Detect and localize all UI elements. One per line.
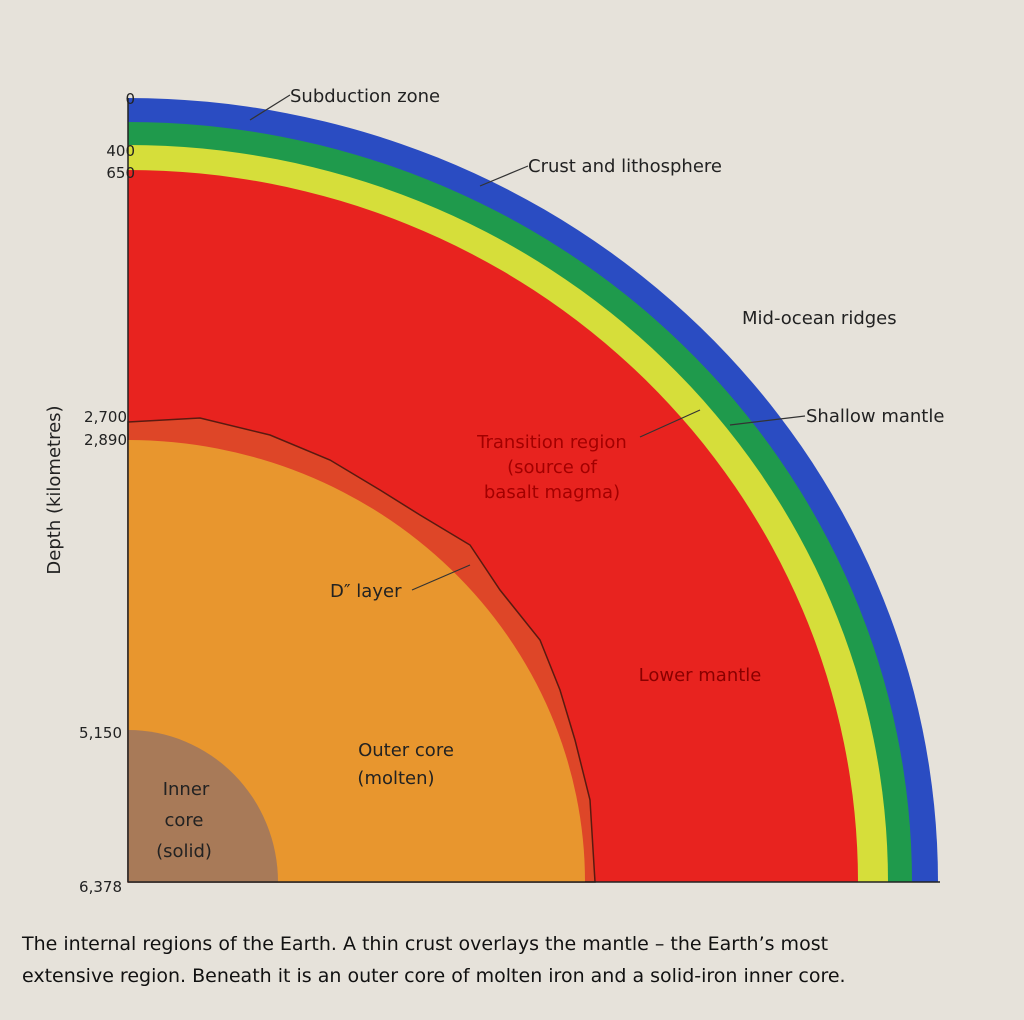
leader-line [639,409,701,438]
region-label: Crust and lithosphere [528,156,722,177]
region-label: (solid) [156,841,212,862]
region-label: core [165,810,204,831]
depth-tick: 6,378 [79,878,122,896]
region-label: Lower mantle [639,665,762,686]
leader-line [729,415,806,426]
depth-tick: 2,890 [84,431,127,449]
region-label: (molten) [357,768,434,789]
inner-core [128,730,278,882]
leader-line [479,165,529,187]
caption: The internal regions of the Earth. A thi… [21,933,828,955]
leader-line [411,564,471,591]
region-label: Mid-ocean ridges [742,308,897,329]
region-label: Inner [163,779,210,800]
earth-layers [127,98,940,883]
depth-tick: 650 [106,164,135,182]
region-label: Shallow mantle [806,406,944,427]
leader-line [249,94,291,121]
outer-core [128,440,585,882]
region-label: Transition region [476,432,627,453]
depth-tick: 5,150 [79,724,122,742]
region-label: Outer core [358,740,454,761]
depth-tick: 400 [106,142,135,160]
caption: extensive region. Beneath it is an outer… [22,965,846,987]
region-label: D″ layer [330,581,402,602]
region-label: Subduction zone [290,86,440,107]
depth-tick: 0 [125,90,135,108]
depth-tick: 2,700 [84,408,127,426]
region-label: (source of [507,457,598,478]
region-label: basalt magma) [484,482,620,503]
axis-label: Depth (kilometres) [44,405,65,574]
